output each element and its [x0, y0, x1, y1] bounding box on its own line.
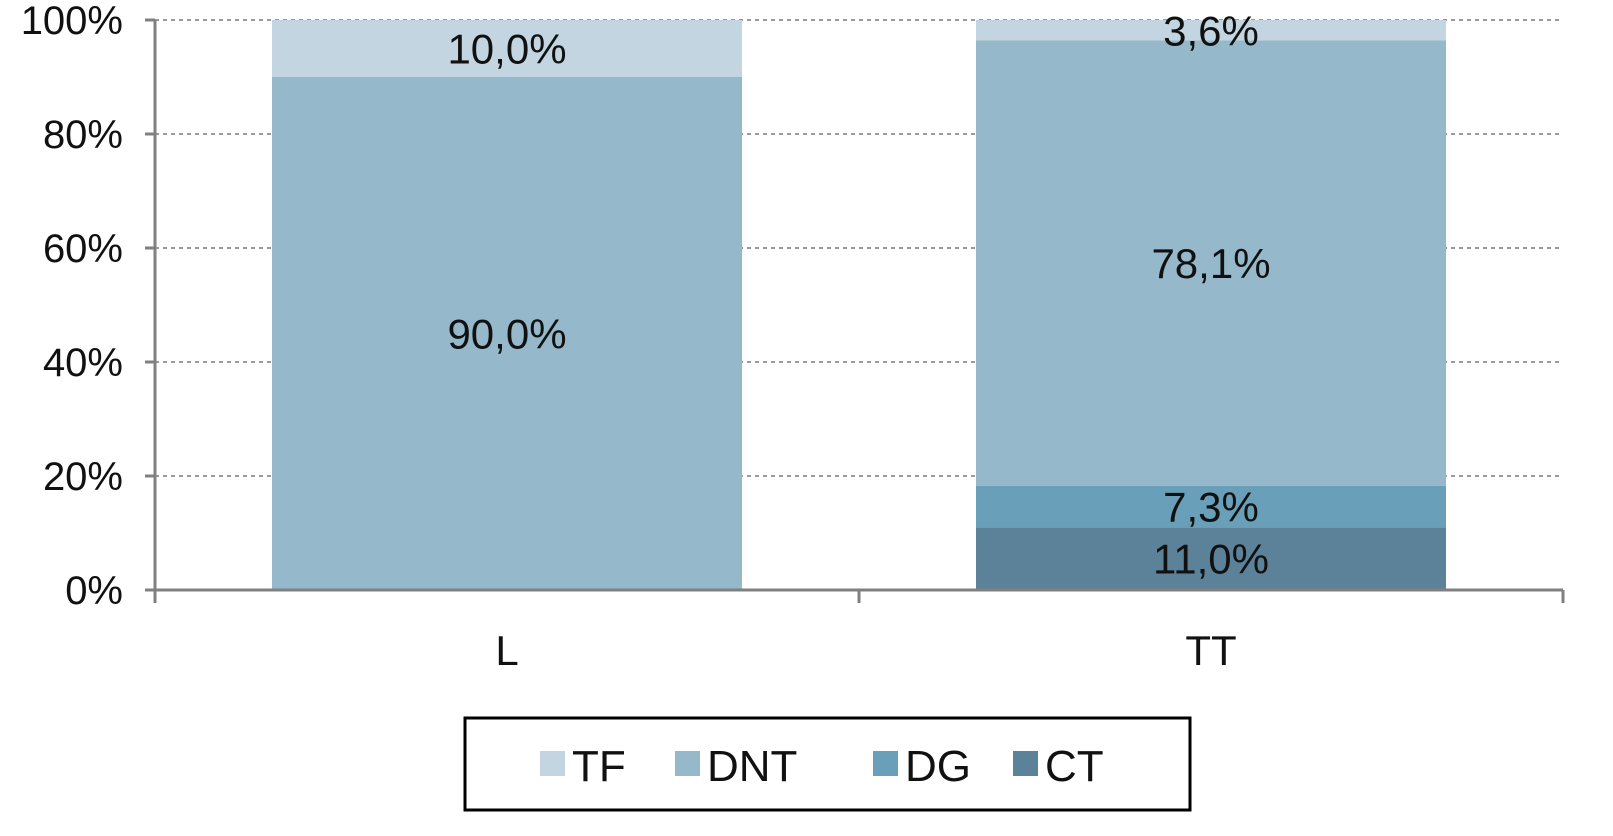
legend-swatch-dnt	[675, 751, 700, 776]
data-label: 3,6%	[1163, 7, 1259, 54]
legend-label-dg: DG	[905, 742, 971, 791]
legend-swatch-tf	[540, 751, 565, 776]
bar-segment-dnt	[976, 40, 1446, 486]
legend-box	[463, 716, 1192, 812]
legend-swatch-dg	[873, 751, 898, 776]
legend: TF DNT DG CT	[463, 716, 1192, 812]
legend-label-tf: TF	[572, 742, 626, 791]
data-labels: 90,0% 10,0% 11,0% 7,3% 78,1% 3,6%	[447, 7, 1270, 582]
bar-segment-dg	[976, 485, 1446, 528]
bars-group	[272, 20, 1446, 590]
data-label: 10,0%	[447, 26, 566, 73]
x-tick-label: L	[495, 627, 518, 674]
y-tick-labels: 0% 20% 40% 60% 80% 100%	[21, 0, 123, 613]
bar-segment-dnt	[272, 77, 742, 590]
legend-swatch-ct	[1013, 751, 1038, 776]
bar-segment-ct	[976, 527, 1446, 590]
axes	[153, 20, 1563, 603]
legend-label-dnt: DNT	[707, 742, 797, 791]
x-tick-label: TT	[1185, 627, 1236, 674]
data-label: 78,1%	[1151, 240, 1270, 287]
y-tick-label: 40%	[43, 341, 123, 385]
x-tick-labels: L TT	[495, 627, 1236, 674]
data-label: 7,3%	[1163, 483, 1259, 530]
data-label: 11,0%	[1153, 536, 1269, 583]
data-label: 90,0%	[447, 311, 566, 358]
bar-segment-tf	[976, 20, 1446, 41]
y-tick-label: 100%	[21, 0, 123, 43]
y-tick-label: 0%	[65, 569, 123, 613]
bar-segment-tf	[272, 20, 742, 77]
legend-label-ct: CT	[1045, 742, 1104, 791]
y-tick-label: 60%	[43, 227, 123, 271]
y-tick-label: 20%	[43, 455, 123, 499]
y-tick-label: 80%	[43, 113, 123, 157]
